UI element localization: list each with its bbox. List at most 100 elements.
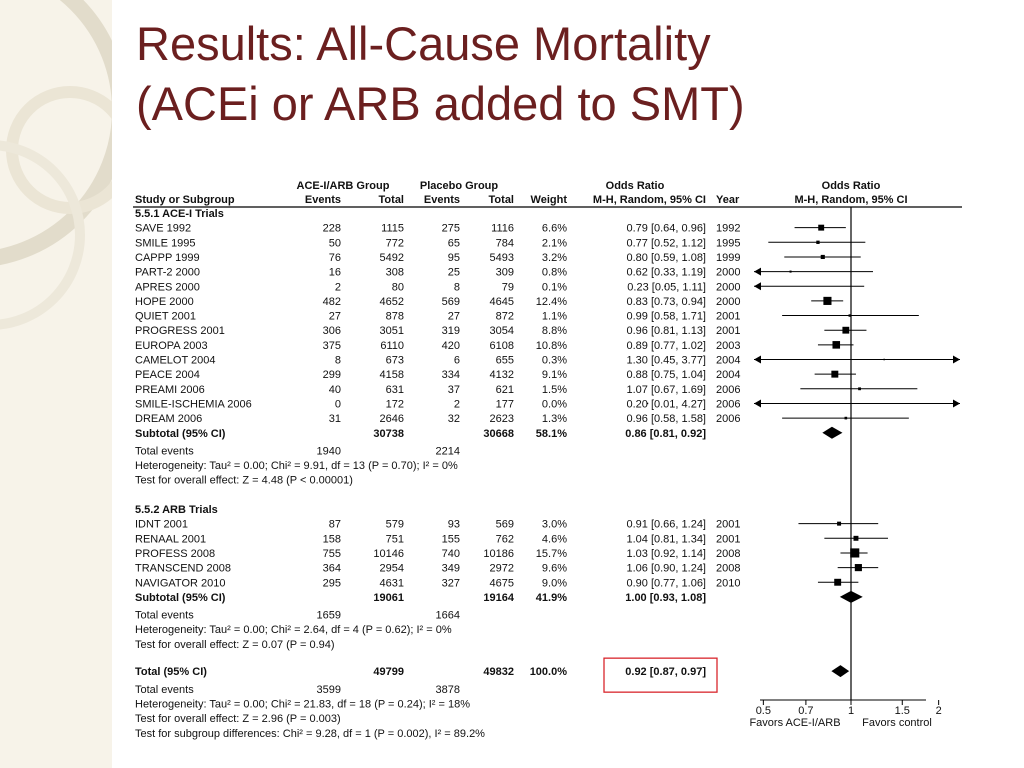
subgroup-1-subtotal-ci: 0.86 [0.81, 0.92]	[625, 428, 706, 440]
subgroup-2-overall-effect: Test for overall effect: Z = 0.07 (P = 0…	[135, 639, 335, 651]
header-treatment-group: ACE-I/ARB Group	[297, 180, 390, 192]
subgroup-1-study-2-point	[816, 240, 820, 244]
subgroup-1-study-9-weight: 10.8%	[536, 340, 567, 352]
subgroup-1-study-5-year: 2000	[716, 281, 740, 293]
total-ci: 0.92 [0.87, 0.97]	[625, 666, 706, 678]
subgroup-1-study-11-events-1: 299	[323, 369, 341, 381]
total-total-2: 49832	[483, 666, 514, 678]
subgroup-1-study-12-total-1: 631	[386, 384, 404, 396]
subgroup-2-study-5-point	[834, 578, 842, 586]
subgroup-1-study-12-name: PREAMI 2006	[135, 384, 205, 396]
subgroup-2-study-2-total-2: 762	[496, 533, 514, 545]
subgroup-2-heterogeneity: Heterogeneity: Tau² = 0.00; Chi² = 2.64,…	[135, 624, 452, 636]
subgroup-1-study-1-point	[818, 224, 825, 231]
subgroup-2-study-4-name: TRANSCEND 2008	[135, 563, 231, 575]
subgroup-1-study-5-total-2: 79	[502, 281, 514, 293]
subgroup-1-study-2-weight: 2.1%	[542, 237, 567, 249]
subgroup-1-study-10-ci: 1.30 [0.45, 3.77]	[626, 355, 706, 367]
subgroup-1-study-6-year: 2000	[716, 296, 740, 308]
total-overall-effect: Test for overall effect: Z = 2.96 (P = 0…	[135, 713, 341, 725]
header-total-1: Total	[379, 194, 404, 206]
subgroup-1-study-3-events-2: 95	[448, 252, 460, 264]
subgroup-1-study-9-events-2: 420	[442, 340, 460, 352]
subgroup-2-study-2-year: 2001	[716, 533, 740, 545]
subgroup-2-study-4-total-1: 2954	[380, 563, 404, 575]
subgroup-1-study-10-arrow-right	[953, 355, 960, 364]
subgroup-1-study-6-point	[823, 296, 832, 305]
subgroup-1-study-11-year: 2004	[716, 369, 740, 381]
subgroup-1-study-1-total-1: 1115	[381, 223, 404, 235]
subgroup-1-study-1-ci: 0.79 [0.64, 0.96]	[626, 223, 706, 235]
header-plot-odds-ratio: Odds Ratio	[822, 180, 881, 192]
subgroup-1-study-7-total-2: 872	[496, 311, 514, 323]
subgroup-1-study-13-name: SMILE-ISCHEMIA 2006	[135, 398, 252, 410]
subgroup-2-study-5-total-1: 4631	[380, 577, 404, 589]
subgroup-2-study-4-year: 2008	[716, 563, 740, 575]
subgroup-1-study-2-total-1: 772	[386, 237, 404, 249]
subgroup-1-study-6-events-2: 569	[442, 296, 460, 308]
subgroup-1-heading: 5.5.1 ACE-I Trials	[135, 208, 224, 220]
title-line-1: Results: All-Cause Mortality	[136, 17, 711, 70]
subgroup-1-study-3-ci: 0.80 [0.59, 1.08]	[626, 252, 706, 264]
header-placebo-group: Placebo Group	[420, 180, 499, 192]
subgroup-2-subtotal-weight: 41.9%	[536, 592, 567, 604]
total-ci-highlight-box	[603, 657, 718, 693]
subgroup-1-study-1-weight: 6.6%	[542, 223, 567, 235]
decorative-rings	[0, 0, 112, 330]
subgroup-2-study-2-events-2: 155	[442, 533, 460, 545]
subgroup-1-study-12-events-1: 40	[329, 384, 341, 396]
subgroup-1-subtotal-total-1: 30738	[373, 428, 404, 440]
subgroup-1-study-14-total-1: 2646	[380, 413, 404, 425]
subgroup-1-study-5-weight: 0.1%	[542, 281, 567, 293]
subgroup-2-study-5-weight: 9.0%	[542, 577, 567, 589]
subgroup-1-study-4-ci: 0.62 [0.33, 1.19]	[626, 267, 706, 279]
subgroup-1-total-events-events-1: 1940	[317, 445, 341, 457]
subgroup-1-study-9-total-1: 6110	[380, 340, 404, 352]
subgroup-1-study-6-name: HOPE 2000	[135, 296, 194, 308]
subgroup-1-study-12-weight: 1.5%	[542, 384, 567, 396]
subgroup-1-study-14-year: 2006	[716, 413, 740, 425]
subgroup-1-study-9-point	[832, 341, 841, 349]
title-line-2: (ACEi or ARB added to SMT)	[136, 77, 745, 130]
subgroup-1-study-4-point	[789, 270, 792, 273]
subgroup-1-study-5-events-2: 8	[454, 281, 460, 293]
favors-left-label: Favors ACE-I/ARB	[749, 717, 840, 729]
subgroup-1-study-7-year: 2001	[716, 311, 740, 323]
subgroup-2-study-4-total-2: 2972	[490, 563, 514, 575]
total-label: Total (95% CI)	[135, 666, 207, 678]
subgroup-1-study-5-total-1: 80	[392, 281, 404, 293]
subgroup-2-subtotal-total-2: 19164	[483, 592, 514, 604]
subgroup-1-study-14-total-2: 2623	[490, 413, 514, 425]
subgroup-1-overall-effect: Test for overall effect: Z = 4.48 (P < 0…	[135, 475, 353, 487]
subgroup-1-study-10-name: CAMELOT 2004	[135, 355, 216, 367]
subgroup-1-study-11-events-2: 334	[442, 369, 460, 381]
subgroup-1-study-8-total-2: 3054	[490, 325, 514, 337]
subgroup-1-study-6-total-2: 4645	[490, 296, 514, 308]
subgroup-2-study-3-ci: 1.03 [0.92, 1.14]	[626, 548, 706, 560]
subgroup-1-study-2-ci: 0.77 [0.52, 1.12]	[626, 237, 706, 249]
subgroup-1-study-2-name: SMILE 1995	[135, 237, 196, 249]
subgroup-1-study-8-ci: 0.96 [0.81, 1.13]	[626, 325, 706, 337]
subgroup-1-study-12-point	[858, 387, 861, 391]
subgroup-1-study-14-events-2: 32	[448, 413, 460, 425]
subgroup-1-study-9-events-1: 375	[323, 340, 341, 352]
subgroup-1-study-3-name: CAPPP 1999	[135, 252, 200, 264]
subgroup-1-study-13-total-1: 172	[386, 398, 404, 410]
subgroup-1-study-7-events-1: 27	[329, 311, 341, 323]
subgroup-2-study-4-ci: 1.06 [0.90, 1.24]	[626, 563, 706, 575]
subgroup-1-study-2-total-2: 784	[496, 237, 514, 249]
subgroup-2-study-3-weight: 15.7%	[536, 548, 567, 560]
subgroup-2-study-4-events-2: 349	[442, 563, 460, 575]
subgroup-2-total-events-events-2: 1664	[436, 610, 460, 622]
total-events-events-1: 3599	[317, 684, 341, 696]
subgroup-2-study-5-total-2: 4675	[490, 577, 514, 589]
subgroup-1-subtotal-diamond	[822, 426, 843, 439]
subgroup-1-study-8-weight: 8.8%	[542, 325, 567, 337]
subgroup-1-study-13-year: 2006	[716, 398, 740, 410]
subgroup-1-study-13-ci: 0.20 [0.01, 4.27]	[626, 398, 706, 410]
subgroup-2-study-1-events-1: 87	[329, 519, 341, 531]
subgroup-2-heading: 5.5.2 ARB Trials	[135, 504, 218, 516]
subgroup-1-study-3-weight: 3.2%	[542, 252, 567, 264]
total-events-label: Total events	[135, 684, 194, 696]
subgroup-differences: Test for subgroup differences: Chi² = 9.…	[135, 728, 485, 740]
